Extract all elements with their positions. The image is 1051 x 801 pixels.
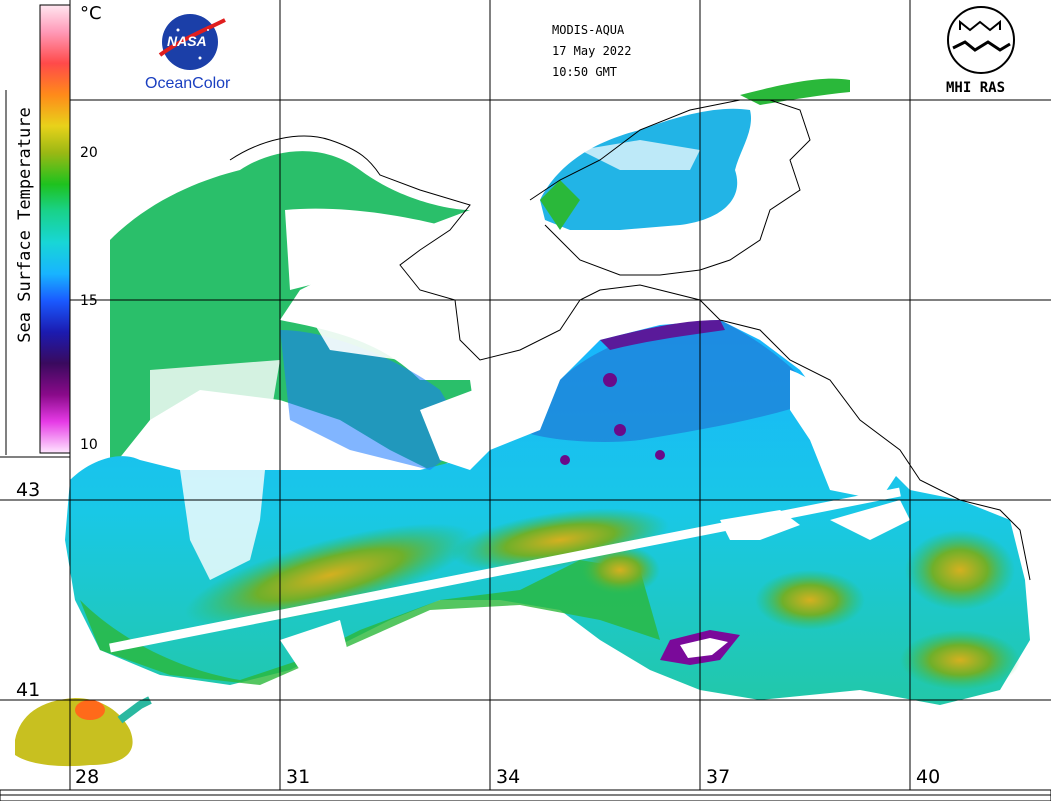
warm-eddy-se <box>900 630 1020 690</box>
cold-patch-north1 <box>603 373 617 387</box>
cold-patch-north2 <box>614 424 626 436</box>
mhi-label: MHI RAS <box>946 80 1006 96</box>
azov-taganrog <box>740 78 850 105</box>
oceancolor-label: OceanColor <box>145 75 231 92</box>
deep-blue-north <box>520 320 820 442</box>
warm-eddy-sw <box>580 545 660 595</box>
warm-eddy-east2 <box>755 570 865 630</box>
marmara-hot <box>75 700 105 720</box>
lon-label-31: 31 <box>286 766 311 788</box>
warm-eddy-east <box>905 530 1015 610</box>
time-label: 10:50 GMT <box>552 65 618 79</box>
nasa-logo-text: NASA <box>167 33 207 49</box>
lat-label-43: 43 <box>16 479 41 501</box>
colorbar-tick-15: 15 <box>80 293 98 309</box>
bosphorus-channel <box>117 696 152 724</box>
lon-label-28: 28 <box>75 766 100 788</box>
colorbar-tick-10: 10 <box>80 437 98 453</box>
lon-label-40: 40 <box>916 766 941 788</box>
colorbar-unit: °C <box>80 3 102 24</box>
lon-label-37: 37 <box>706 766 731 788</box>
cold-patch-north3 <box>655 450 665 460</box>
lat-label-41: 41 <box>16 679 41 701</box>
cloud-northeast <box>790 370 900 500</box>
azov-cloud <box>580 140 700 170</box>
coastline-east <box>719 319 1031 581</box>
coastline-azov <box>529 99 811 276</box>
marmara-sea <box>15 698 133 767</box>
west-blue-region <box>280 330 470 470</box>
cloud-north-west <box>285 208 440 290</box>
cold-patch-north4 <box>560 455 570 465</box>
scale-ruler-bottom <box>0 789 1051 801</box>
cloud-crimea-west <box>300 300 420 360</box>
swath-line <box>109 487 901 653</box>
azov-sea-green <box>540 180 580 230</box>
cloud-east-patches2 <box>830 500 910 540</box>
date-label: 17 May 2022 <box>552 44 632 58</box>
colorbar-tick-20: 20 <box>80 145 98 161</box>
cold-patch-sinop-inner <box>680 638 728 658</box>
nasa-logo <box>158 14 226 70</box>
colorbar <box>39 4 71 454</box>
mhi-logo <box>947 6 1015 74</box>
green-south-coast <box>80 560 660 685</box>
sensor-label: MODIS-AQUA <box>552 23 625 37</box>
cold-ridge-north <box>600 320 725 350</box>
warm-core-west <box>184 523 476 627</box>
colorbar-title: Sea Surface Temperature <box>15 107 35 343</box>
lon-label-34: 34 <box>496 766 521 788</box>
cloud-south <box>280 620 350 670</box>
cloud-stripe-west <box>150 360 280 580</box>
